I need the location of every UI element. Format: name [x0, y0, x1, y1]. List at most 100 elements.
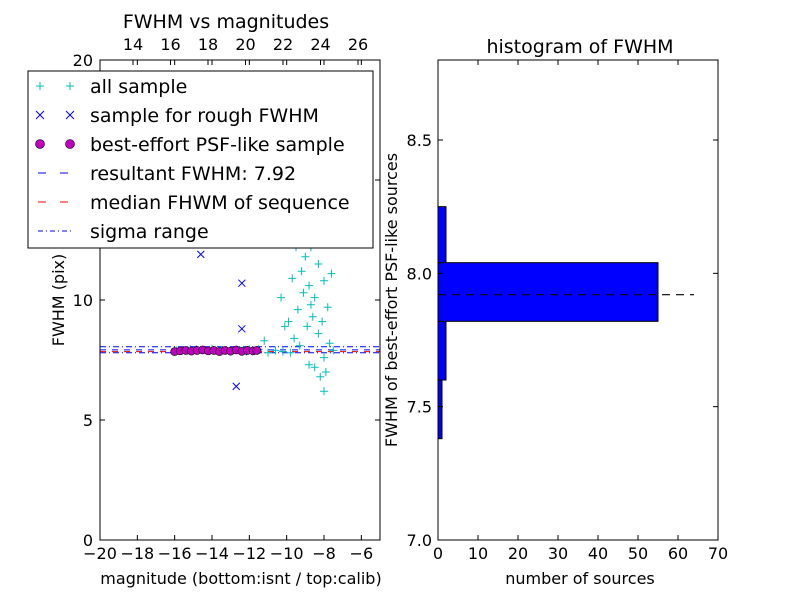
y-tick-label: 7.0 — [407, 531, 432, 550]
left-xlabel: magnitude (bottom:isnt / top:calib) — [100, 569, 381, 588]
top-tick-label: 14 — [123, 35, 143, 54]
all-sample-point — [271, 346, 280, 355]
x-tick-label: 20 — [508, 544, 528, 563]
all-sample-point — [318, 317, 327, 326]
legend-marker-plus — [36, 82, 44, 90]
left-ylabel: FWHM (pix) — [49, 254, 68, 347]
legend-label: median FHWM of sequence — [90, 192, 350, 214]
all-sample-point — [286, 348, 295, 357]
x-tick-label: −8 — [312, 544, 336, 563]
all-sample-point — [306, 300, 315, 309]
legend-marker-x — [65, 110, 75, 120]
y-tick-label: 10 — [73, 291, 93, 310]
right-plot-marks — [437, 206, 694, 440]
all-sample-point — [290, 334, 299, 343]
all-sample-point — [316, 372, 325, 381]
all-sample-point — [329, 346, 338, 355]
legend-box — [27, 70, 374, 249]
all-sample-point — [308, 312, 317, 321]
legend-label: all sample — [90, 76, 187, 98]
top-tick-label: 24 — [310, 35, 330, 54]
left-legend: all sample sample for rough FWHM best-effo… — [27, 70, 374, 249]
all-sample-point — [264, 348, 272, 357]
rough-sample-point — [238, 324, 246, 333]
x-tick-label: −20 — [83, 544, 117, 563]
legend-label: sample for rough FWHM — [90, 105, 319, 127]
x-tick-label: −14 — [195, 544, 229, 563]
all-sample-point — [320, 353, 328, 362]
all-sample-point — [305, 360, 314, 369]
top-tick-label: 20 — [235, 35, 255, 54]
y-tick-label: 8.5 — [407, 131, 432, 150]
left-title: FWHM vs magnitudes — [123, 11, 329, 33]
histogram-bar — [437, 320, 447, 381]
x-tick-label: 50 — [628, 544, 648, 563]
all-sample-point — [299, 288, 308, 297]
all-sample-point — [288, 274, 297, 283]
y-tick-label: 8.0 — [407, 264, 432, 283]
all-sample-point — [260, 336, 269, 345]
x-tick-label: −10 — [270, 544, 304, 563]
x-tick-label: −6 — [350, 544, 374, 563]
all-sample-point — [314, 329, 323, 338]
all-sample-point — [293, 305, 302, 314]
top-tick-label: 18 — [198, 35, 218, 54]
legend-marker-circle — [65, 139, 75, 149]
x-tick-label: 0 — [433, 544, 443, 563]
x-tick-label: −18 — [120, 544, 154, 563]
top-tick-label: 26 — [348, 35, 368, 54]
histogram-bar — [437, 206, 447, 264]
right-title: histogram of FWHM — [486, 36, 673, 58]
all-sample-point — [284, 317, 293, 326]
x-tick-label: 30 — [548, 544, 568, 563]
left-ticks: −20−18−16−14−12−10−8−6051015201416182022… — [73, 35, 380, 563]
legend-entries: all sample sample for rough FWHM best-effo… — [35, 76, 350, 243]
all-sample-point — [327, 269, 336, 278]
legend-marker-x — [35, 110, 45, 120]
all-sample-point — [320, 387, 328, 396]
y-tick-label: 5 — [83, 411, 93, 430]
x-tick-label: −12 — [232, 544, 266, 563]
all-sample-point — [321, 368, 330, 376]
right-ylabel: FWHM of best-effort PSF-like sources — [382, 153, 401, 447]
all-sample-point — [310, 363, 319, 372]
all-sample-point — [278, 347, 287, 356]
y-tick-label: 7.5 — [407, 398, 432, 417]
all-sample-point — [277, 293, 286, 302]
all-sample-point — [280, 322, 289, 331]
x-tick-label: 10 — [468, 544, 488, 563]
x-tick-label: 60 — [668, 544, 688, 563]
best-effort-point — [252, 346, 262, 355]
all-sample-point — [301, 252, 310, 261]
all-sample-point — [320, 276, 328, 285]
right-ticks: 0 10 20 30 40 50 60 70 7.0 7.5 8.0 8.5 — [407, 60, 728, 563]
histogram-bar — [437, 262, 659, 322]
x-tick-label: 40 — [588, 544, 608, 563]
legend-label: resultant FWHM: 7.92 — [90, 163, 296, 185]
rough-sample-point — [232, 382, 241, 391]
legend-label: best-effort PSF-like sample — [90, 134, 345, 156]
all-sample-point — [314, 260, 323, 268]
all-sample-point — [303, 322, 312, 331]
all-sample-point — [297, 267, 306, 276]
x-tick-label: 70 — [708, 544, 728, 563]
all-sample-point — [310, 293, 319, 302]
all-sample-point — [323, 303, 332, 312]
left-plot: −20−18−16−14−12−10−8−6051015201416182022… — [27, 11, 382, 588]
rough-sample-point — [196, 250, 205, 259]
all-sample-point — [305, 281, 314, 290]
rough-sample-point — [238, 279, 246, 288]
y-tick-label: 0 — [83, 531, 93, 550]
legend-label: sigma range — [90, 221, 209, 243]
legend-marker-plus — [66, 82, 74, 90]
right-plot: 0 10 20 30 40 50 60 70 7.0 7.5 8.0 8.5 histogram of… — [382, 36, 728, 588]
left-plot-marks — [100, 185, 380, 396]
top-tick-label: 22 — [273, 35, 293, 54]
y-tick-label: 20 — [73, 51, 93, 70]
right-xlabel: number of sources — [505, 569, 655, 588]
histogram-bar — [437, 379, 443, 440]
top-tick-label: 16 — [160, 35, 180, 54]
all-sample-point — [325, 339, 334, 348]
right-axes-frame — [437, 59, 719, 541]
